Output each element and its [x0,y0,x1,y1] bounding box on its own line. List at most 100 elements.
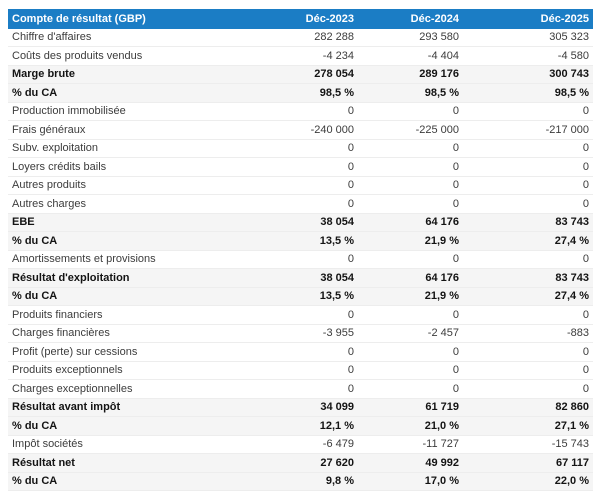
table-row: Résultat d'exploitation 38 054 64 176 83 74… [8,269,593,288]
row-value: 34 099 [320,401,354,414]
row-value: -4 580 [557,49,589,62]
table-row: Résultat avant impôt 34 099 61 719 82 860 [8,398,593,417]
row-value: -4 404 [427,49,459,62]
row-value: 98,5 % [319,86,354,99]
row-label: Amortissements et provisions [12,253,156,266]
row-label: % du CA [12,234,58,247]
table-row: Chiffre d'affaires 282 288 293 580 305 323 [8,28,593,47]
row-label: Autres produits [12,179,86,192]
table-row: Frais généraux -240 000 -225 000 -217 000 [8,121,593,140]
row-label: Charges financières [12,327,110,340]
row-label: Marge brute [12,68,75,81]
row-value: 0 [452,308,459,321]
table-row: EBE 38 054 64 176 83 743 [8,213,593,232]
row-label: Résultat d'exploitation [12,271,130,284]
row-label: Produits financiers [12,308,103,321]
row-value: -2 457 [427,327,459,340]
row-value: 0 [582,179,589,192]
table-row: % du CA 12,1 % 21,0 % 27,1 % [8,417,593,436]
table-row: % du CA 98,5 % 98,5 % 98,5 % [8,84,593,103]
row-label: % du CA [12,419,58,432]
row-value: 0 [347,364,354,377]
table-row: Profit (perte) sur cessions 0 0 0 [8,343,593,362]
row-label: Coûts des produits vendus [12,49,143,62]
row-label: Chiffre d'affaires [12,31,92,44]
table-row: Production immobilisée 0 0 0 [8,102,593,121]
row-value: -6 479 [322,438,354,451]
row-value: 22,0 % [554,475,589,488]
row-value: 0 [452,364,459,377]
table-row: Résultat net 27 620 49 992 67 117 [8,454,593,473]
row-label: Résultat avant impôt [12,401,121,414]
row-value: 0 [582,197,589,210]
row-value: 0 [452,345,459,358]
row-value: 49 992 [425,456,459,469]
income-statement-table: Compte de résultat (GBP) Déc-2023 Déc-20… [8,9,593,491]
row-label: % du CA [12,290,58,303]
row-value: 27,4 % [554,290,589,303]
row-value: 82 860 [555,401,589,414]
row-value: 0 [582,160,589,173]
row-value: 27 620 [320,456,354,469]
row-value: 300 743 [549,68,589,81]
row-value: 17,0 % [424,475,459,488]
row-label: Production immobilisée [12,105,126,118]
row-value: 27,1 % [554,419,589,432]
row-value: -3 955 [322,327,354,340]
row-value: 0 [452,142,459,155]
table-row: Impôt sociétés -6 479 -11 727 -15 743 [8,435,593,454]
row-value: 0 [582,142,589,155]
row-value: 0 [347,160,354,173]
row-value: 0 [347,105,354,118]
row-value: -217 000 [545,123,589,136]
table-row: Marge brute 278 054 289 176 300 743 [8,65,593,84]
row-value: -11 727 [422,438,460,451]
row-label: Autres charges [12,197,86,210]
table-row: Coûts des produits vendus -4 234 -4 404 -4 … [8,47,593,66]
row-value: -883 [566,327,589,340]
table-row: Charges exceptionnelles 0 0 0 [8,380,593,399]
row-value: 0 [582,345,589,358]
row-value: 9,8 % [325,475,354,488]
row-value: 27,4 % [554,234,589,247]
row-value: 61 719 [425,401,459,414]
row-label: Frais généraux [12,123,86,136]
row-value: 0 [347,345,354,358]
row-label: % du CA [12,86,58,99]
table-row: Autres produits 0 0 0 [8,176,593,195]
row-value: 21,9 % [424,290,459,303]
row-value: 293 580 [419,31,459,44]
table-row: % du CA 13,5 % 21,9 % 27,4 % [8,232,593,251]
row-value: 0 [347,179,354,192]
row-value: 0 [452,253,459,266]
table-body: Chiffre d'affaires 282 288 293 580 305 323 C… [8,28,593,491]
row-value: 0 [452,160,459,173]
row-value: 83 743 [555,271,589,284]
table-header-row: Compte de résultat (GBP) Déc-2023 Déc-20… [8,9,593,29]
table-header-col-dec-2025: Déc-2025 [540,12,589,25]
row-value: 83 743 [555,216,589,229]
row-value: 98,5 % [424,86,459,99]
row-value: 21,0 % [424,419,459,432]
row-value: 0 [347,382,354,395]
row-label: Résultat net [12,456,75,469]
row-value: 64 176 [425,271,459,284]
row-value: 305 323 [549,31,589,44]
row-value: 38 054 [320,271,354,284]
row-value: -15 743 [551,438,589,451]
row-value: 0 [452,179,459,192]
row-label: Subv. exploitation [12,142,99,155]
row-value: 289 176 [419,68,459,81]
row-value: 0 [452,197,459,210]
row-value: -240 000 [310,123,354,136]
row-value: 0 [452,382,459,395]
table-header-col-dec-2024: Déc-2024 [410,12,459,25]
row-label: EBE [12,216,35,229]
row-value: 0 [582,364,589,377]
table-header-title: Compte de résultat (GBP) [12,12,146,25]
row-label: Impôt sociétés [12,438,83,451]
row-label: Loyers crédits bails [12,160,107,173]
table-header-col-dec-2023: Déc-2023 [305,12,354,25]
table-row: % du CA 13,5 % 21,9 % 27,4 % [8,287,593,306]
row-value: 0 [582,253,589,266]
